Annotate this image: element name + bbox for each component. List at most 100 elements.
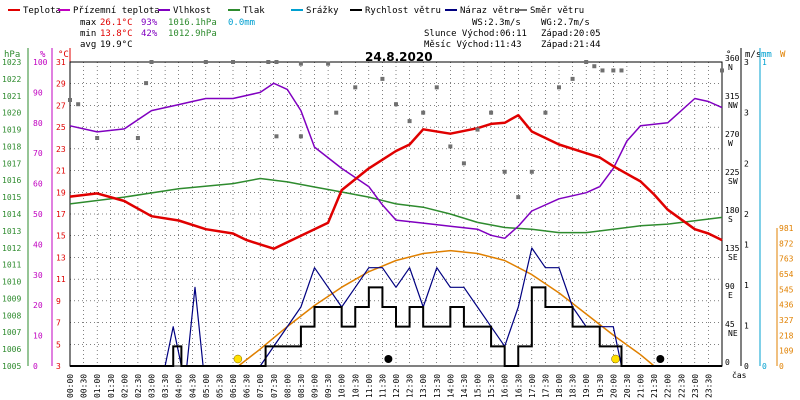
axis-unit--c: °C [58,50,69,60]
series-tlak [69,177,723,234]
wind-direction-point [68,98,72,102]
tick-label-humidity: 70 [33,149,43,158]
wind-direction-point [529,169,534,174]
wind-direction-point [298,134,303,139]
stat-min-press: 1012.9hPa [168,29,217,39]
tick-label-time: 06:30 [243,374,252,398]
tick-label-pressure: 1010 [2,278,21,287]
wind-direction-point [274,60,279,64]
tick-label-direction: 0 [725,358,730,367]
wind-direction-point [203,60,208,64]
tick-label-time: 03:00 [148,374,157,398]
tick-label-time: 09:30 [324,374,333,398]
stats-block: max 26.1°C 93% 1016.1hPa 0.0mm min 13.8°… [80,18,255,50]
info-wg: WG:2.7m/s [541,18,590,28]
tick-label-time: 04:30 [188,374,197,398]
info-ws: WS:2.3m/s [472,18,521,28]
wind-direction-point [502,169,507,174]
tick-label-humidity: 100 [33,58,48,67]
series-teplota [69,113,723,250]
sun-moon-info: WS:2.3m/s WG:2.7m/s Slunce Východ:06:11 … [424,18,601,50]
tick-label-temperature: 15 [56,232,66,241]
tick-label-time: 15:00 [474,374,483,398]
tick-label-humidity: 60 [33,180,43,189]
tick-label-wind: 3 [744,109,749,118]
tick-label-pressure: 1007 [2,328,21,337]
series-naraz-vetru [70,247,722,367]
tick-label-time: 17:30 [541,374,550,398]
tick-label-time: 19:00 [582,374,591,398]
tick-label-wind: 1 [744,281,749,290]
axis-unit-mm: mm [761,50,772,60]
tick-label-humidity: 10 [33,332,43,341]
tick-label-pressure: 1015 [2,193,21,202]
legend-label-naraz-vetru: Náraz větru [460,6,520,16]
tick-label-time: 15:30 [487,374,496,398]
tick-label-time: 08:30 [297,374,306,398]
info-sun: Slunce Východ:06:11 [424,29,527,39]
wind-direction-point [448,144,453,149]
series-rychlost-vetru [70,286,722,367]
tick-label-direction: 315 [725,92,740,101]
tick-label-compass: SW [728,177,738,186]
tick-label-time: 09:00 [311,374,320,398]
wind-direction-point [434,85,439,90]
tick-label-temperature: 9 [56,297,61,306]
tick-label-compass: SE [728,253,738,262]
tick-label-direction: 270 [725,130,740,139]
tick-label-pressure: 1012 [2,244,21,253]
series-vlhkost [69,82,723,240]
tick-label-time: 07:00 [256,374,265,398]
wind-direction-point [489,110,494,115]
axis-unit-w: W [780,50,786,60]
tick-label-time: 10:30 [351,374,360,398]
sunset-icon [611,354,620,364]
wind-direction-point [516,195,521,200]
series-solar-radiation [237,249,655,367]
tick-label-wind: 2 [744,210,749,219]
wind-direction-point [720,68,724,73]
series-smer-vetru [68,60,724,200]
tick-label-temperature: 19 [56,188,66,197]
wind-direction-point [475,127,480,132]
tick-label-humidity: 0 [33,362,38,371]
stat-avg-label: avg [80,40,96,50]
tick-label-wind: 2 [744,159,749,168]
tick-label-wind: 0 [744,362,749,371]
tick-label-pressure: 1019 [2,126,21,135]
tick-label-rain: 0 [762,362,767,371]
legend-label-vlhkost: Vlhkost [173,6,211,16]
tick-label-direction: 135 [725,244,740,253]
legend-label-rychlost-vetru: Rychlost větru [365,6,441,16]
axes: hPa% °C ° m/s mm W102310221021102010191018101… [2,48,794,398]
wind-direction-point [570,76,575,81]
tick-label-time: 05:00 [202,374,211,398]
axis-unit-hpa: hPa [4,50,20,60]
tick-label-pressure: 1022 [2,75,21,84]
stat-avg-temp: 19.9°C [100,40,133,50]
wind-direction-point [353,85,358,90]
tick-label-time: 20:00 [609,374,618,398]
tick-label-time: 05:30 [215,374,224,398]
wind-direction-point [266,60,271,64]
tick-label-time: 17:00 [528,374,537,398]
tick-label-solar: 109 [779,347,794,356]
tick-label-humidity: 40 [33,240,43,249]
stat-rain: 0.0mm [228,18,255,28]
tick-label-time: 04:00 [175,374,184,398]
legend-label-srazky: Srážky [306,6,339,16]
tick-label-pressure: 1013 [2,227,21,236]
tick-label-solar: 654 [779,270,794,279]
tick-label-compass: NE [728,329,738,338]
tick-label-pressure: 1008 [2,311,21,320]
tick-label-temperature: 5 [56,340,61,349]
tick-label-rain: 1 [762,58,767,67]
axis-unit-m-s: m/s [745,50,761,60]
tick-label-compass: NW [728,101,738,110]
wind-direction-point [334,110,339,115]
wind-direction-point [557,85,561,90]
stat-min-temp: 13.8°C [100,29,133,39]
stat-max-label: max [80,18,97,28]
tick-label-temperature: 7 [56,319,61,328]
tick-label-time: 02:30 [134,374,143,398]
